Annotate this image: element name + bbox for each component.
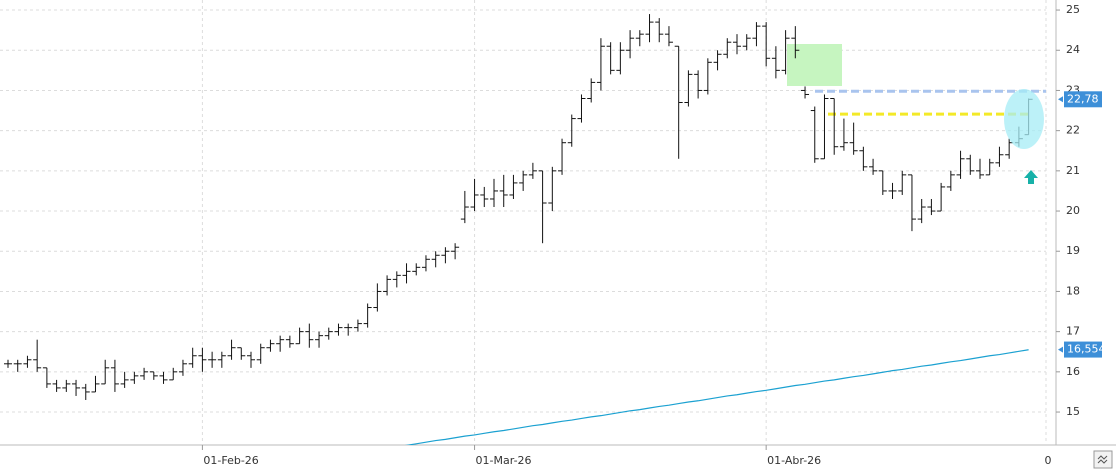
y-tick-label: 17 [1066,325,1080,338]
y-tick-label: 22 [1066,124,1080,137]
scale-button[interactable] [1093,450,1113,469]
x-tick-label: 01-Abr-26 [767,454,821,467]
y-tick-label: 21 [1066,164,1080,177]
price-pointer [1058,346,1063,353]
price-label-box [1064,91,1102,108]
y-tick-label: 19 [1066,244,1080,257]
y-tick-label: 16 [1066,365,1080,378]
price-label: 22,78 [1067,92,1099,105]
x-axis-area [0,445,1116,474]
x-tick-label: 01-Mar-26 [476,454,532,467]
y-tick-label: 15 [1066,405,1080,418]
x-tick-label: 01-Feb-26 [203,454,258,467]
zone-highlight [787,44,842,86]
grid [0,0,1046,445]
price-label: 16,554 [1067,343,1106,356]
moving-average-line [404,349,1029,445]
x-end-label: 0 [1045,454,1052,467]
up-arrow [1024,170,1038,184]
y-tick-label: 24 [1066,43,1080,56]
y-tick-label: 20 [1066,204,1080,217]
y-tick-label: 18 [1066,284,1080,297]
scale-button-icon [1097,455,1108,464]
plot [4,14,1046,445]
y-tick-label: 25 [1066,3,1080,16]
price-pointer [1058,96,1063,103]
highlight-ellipse [1004,89,1044,149]
price-label-box [1064,341,1102,358]
